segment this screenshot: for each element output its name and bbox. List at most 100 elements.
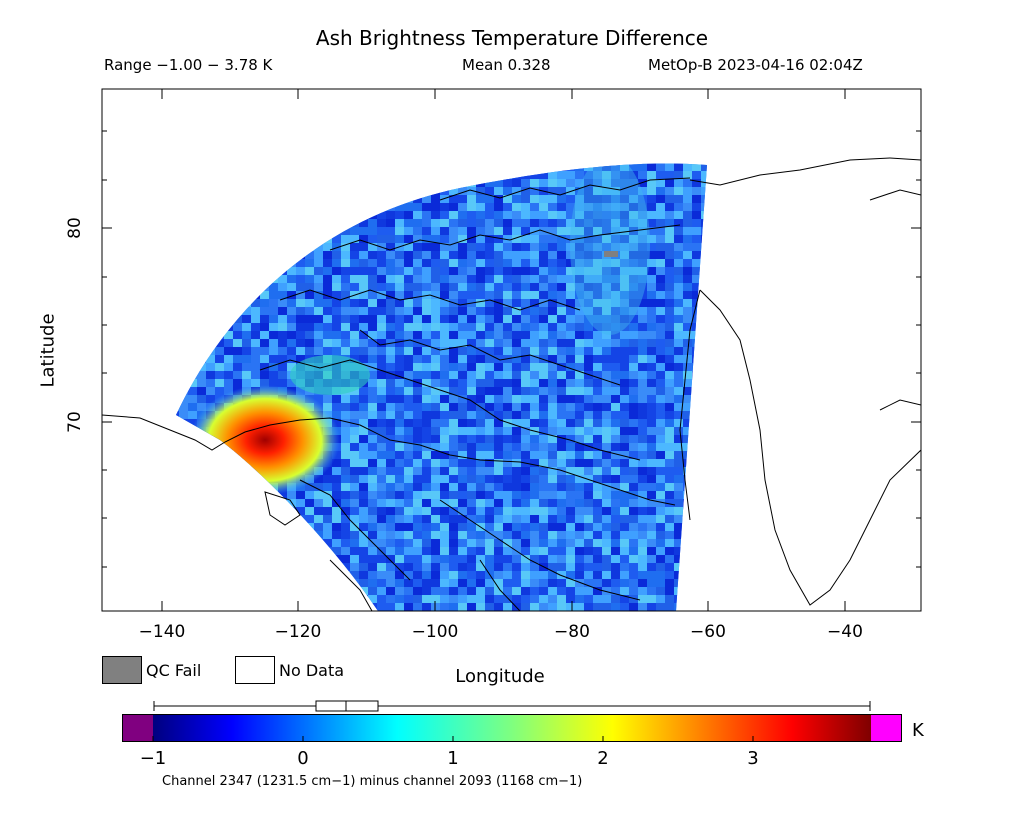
swath-pixel [350,251,359,259]
swath-pixel [377,315,386,323]
swath-pixel [368,515,377,523]
swath-pixel [503,571,512,579]
swath-pixel [485,323,494,331]
swath-pixel [431,451,440,459]
swath-pixel [440,451,449,459]
swath-pixel [602,331,611,339]
swath-pixel [404,315,413,323]
swath-pixel [386,355,395,363]
swath-pixel [710,611,719,619]
swath-pixel [332,307,341,315]
swath-pixel [440,427,449,435]
swath-pixel [404,563,413,571]
swath-pixel [359,539,368,547]
swath-pixel [521,291,530,299]
swath-pixel [593,403,602,411]
swath-pixel [593,491,602,499]
swath-pixel [485,267,494,275]
swath-pixel [368,531,377,539]
swath-pixel [647,163,656,171]
swath-pixel [404,339,413,347]
swath-pixel [377,443,386,451]
swath-pixel [422,555,431,563]
swath-pixel [593,387,602,395]
swath-pixel [584,547,593,555]
swath-pixel [629,203,638,211]
swath-pixel [494,315,503,323]
swath-pixel [521,315,530,323]
swath-pixel [692,275,701,283]
swath-pixel [602,283,611,291]
swath-pixel [530,531,539,539]
swath-pixel [674,459,683,467]
swath-pixel [458,275,467,283]
swath-pixel [530,267,539,275]
swath-pixel [647,467,656,475]
swath-pixel [467,563,476,571]
swath-pixel [476,195,485,203]
swath-pixel [458,491,467,499]
swath-pixel [548,459,557,467]
swath-pixel [278,371,287,379]
swath-pixel [449,347,458,355]
swath-pixel [476,339,485,347]
swath-pixel [197,387,206,395]
swath-pixel [197,403,206,411]
swath-pixel [368,507,377,515]
swath-pixel [476,187,485,195]
swath-pixel [458,531,467,539]
swath-pixel [494,411,503,419]
swath-pixel [647,371,656,379]
mean-label: Mean 0.328 [462,56,551,74]
swath-pixel [485,243,494,251]
swath-pixel [593,219,602,227]
swath-pixel [278,299,287,307]
swath-pixel [566,491,575,499]
swath-pixel [368,611,377,619]
swath-pixel [530,371,539,379]
swath-pixel [602,587,611,595]
swath-pixel [449,539,458,547]
swath-pixel [629,259,638,267]
swath-pixel [449,595,458,603]
swath-pixel [539,523,548,531]
swath-pixel [575,491,584,499]
swath-pixel [422,579,431,587]
swath-pixel [521,507,530,515]
swath-pixel [431,515,440,523]
swath-pixel [584,499,593,507]
swath-pixel [602,571,611,579]
swath-pixel [665,195,674,203]
swath-pixel [458,467,467,475]
swath-pixel [665,187,674,195]
swath-pixel [224,611,233,619]
swath-pixel [548,219,557,227]
swath-pixel [467,363,476,371]
swath-pixel [377,467,386,475]
swath-pixel [323,483,332,491]
swath-pixel [656,603,665,611]
qc-fail-label: QC Fail [146,661,202,680]
swath-pixel [620,603,629,611]
swath-pixel [557,315,566,323]
swath-pixel [638,427,647,435]
swath-pixel [611,331,620,339]
swath-pixel [440,603,449,611]
swath-pixel [476,355,485,363]
swath-pixel [530,507,539,515]
swath-pixel [638,195,647,203]
swath-pixel [602,227,611,235]
swath-pixel [575,323,584,331]
swath-pixel [314,347,323,355]
swath-pixel [530,283,539,291]
swath-pixel [296,275,305,283]
swath-pixel [566,299,575,307]
swath-pixel [494,483,503,491]
swath-pixel [521,331,530,339]
swath-pixel [476,259,485,267]
swath-pixel [458,571,467,579]
swath-pixel [350,243,359,251]
swath-pixel [386,427,395,435]
swath-pixel [665,339,674,347]
swath-pixel [575,427,584,435]
